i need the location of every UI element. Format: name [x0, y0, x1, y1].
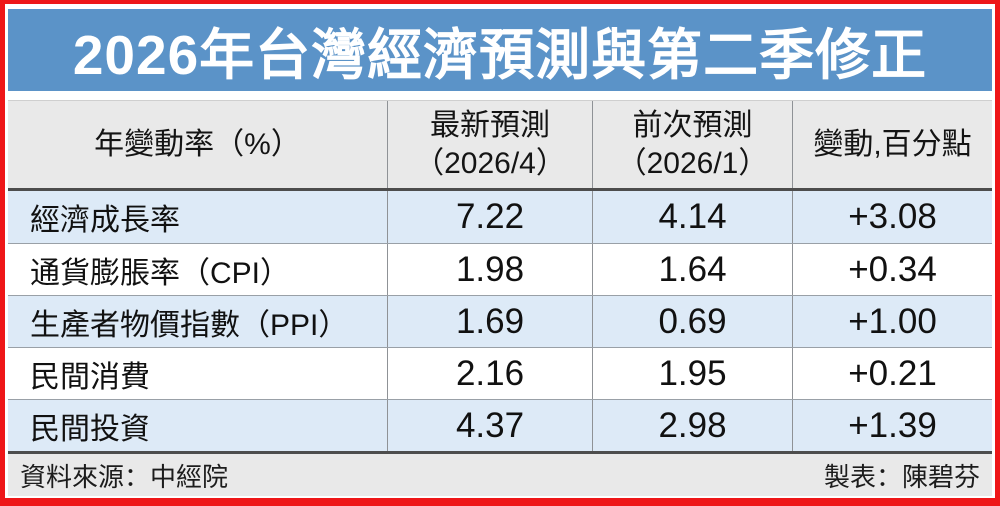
page-title: 2026年台灣經濟預測與第二季修正 — [72, 24, 928, 86]
source-note: 資料來源：中經院 — [20, 461, 229, 492]
row-label: 民間消費 — [30, 360, 150, 394]
col-header-latest-line2: （2026/4） — [414, 146, 566, 180]
col-header-latest-line1: 最新預測 — [430, 109, 550, 142]
table-row-cpi: 通貨膨脹率（CPI） 1.98 1.64 +0.34 — [8, 243, 992, 295]
row-label: 通貨膨脹率（CPI） — [30, 256, 291, 290]
title-banner: 2026年台灣經濟預測與第二季修正 — [8, 9, 992, 91]
row-latest-value: 1.69 — [387, 296, 592, 347]
row-change-value: +1.00 — [792, 296, 992, 347]
row-latest-value: 4.37 — [387, 400, 592, 451]
row-latest-value: 7.22 — [387, 191, 592, 243]
forecast-table: 年變動率（%） 最新預測 （2026/4） 前次預測 （2026/1） 變動,百… — [8, 100, 992, 496]
row-change-value: +0.21 — [792, 348, 992, 399]
table-row-investment: 民間投資 4.37 2.98 +1.39 — [8, 399, 992, 451]
row-change-value: +1.39 — [792, 400, 992, 451]
row-previous-value: 0.69 — [592, 296, 792, 347]
col-header-previous-line2: （2026/1） — [616, 146, 769, 180]
row-label: 民間投資 — [30, 412, 150, 446]
row-previous-value: 1.64 — [592, 244, 792, 295]
col-header-previous-line1: 前次預測 — [632, 109, 753, 142]
row-latest-value: 1.98 — [387, 244, 592, 295]
row-previous-value: 1.95 — [592, 348, 792, 399]
row-change-value: +0.34 — [792, 244, 992, 295]
row-label: 經濟成長率 — [30, 204, 180, 237]
row-label: 生產者物價指數（PPI） — [30, 308, 349, 342]
col-header-previous: 前次預測 （2026/1） — [592, 101, 792, 188]
table-row-gdp: 經濟成長率 7.22 4.14 +3.08 — [8, 191, 992, 243]
row-latest-value: 2.16 — [387, 348, 592, 399]
table-footer: 資料來源：中經院 製表：陳碧芬 — [8, 451, 992, 496]
table-header-row: 年變動率（%） 最新預測 （2026/4） 前次預測 （2026/1） 變動,百… — [8, 100, 992, 191]
col-header-change: 變動,百分點 — [792, 101, 992, 188]
table-row-ppi: 生產者物價指數（PPI） 1.69 0.69 +1.00 — [8, 295, 992, 347]
col-header-latest: 最新預測 （2026/4） — [387, 101, 592, 188]
row-change-value: +3.08 — [792, 191, 992, 243]
row-previous-value: 2.98 — [592, 400, 792, 451]
col-header-metric: 年變動率（%） — [94, 127, 301, 161]
table-row-consumption: 民間消費 2.16 1.95 +0.21 — [8, 347, 992, 399]
credit-note: 製表：陳碧芬 — [823, 461, 980, 492]
row-previous-value: 4.14 — [592, 191, 792, 243]
